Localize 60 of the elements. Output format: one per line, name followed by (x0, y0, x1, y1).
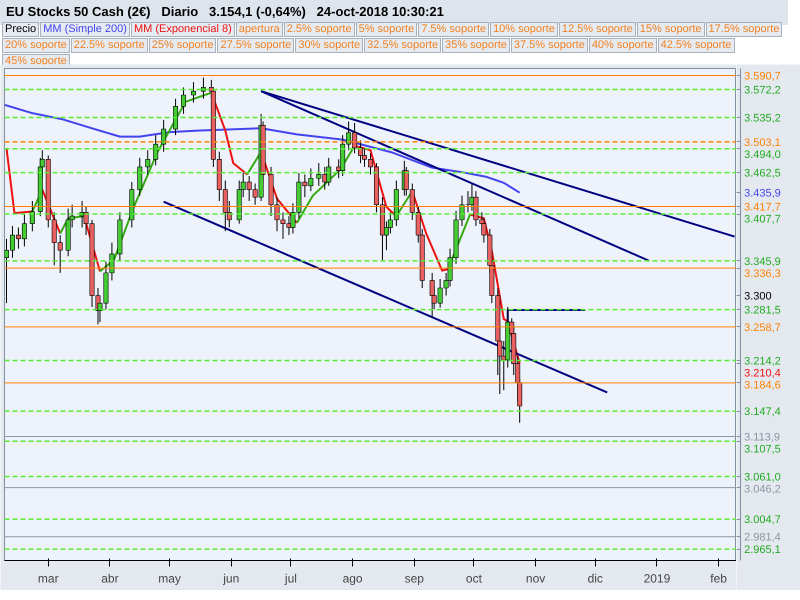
y-tick-label: 3.061,0 (744, 471, 781, 484)
y-tick-label: 3.046,2 (744, 483, 781, 496)
text: 5% soporte (356, 22, 418, 37)
x-tick-label: oct (466, 572, 483, 586)
text: 40% soporte (588, 38, 657, 53)
text: 42.5% soporte (658, 38, 735, 53)
y-tick-label: 3.535,2 (744, 112, 781, 125)
text: 25% soporte (148, 38, 216, 53)
x-tick-label: mar (38, 572, 59, 586)
y-tick-label: 3.214,2 (744, 356, 781, 368)
text: 45% soporte (2, 54, 70, 69)
y-tick-label: 3.407,7 (744, 213, 781, 226)
y-tick-label: 2.981,4 (744, 532, 781, 544)
y-tick-label: 3.300 (744, 290, 772, 303)
y-tick-label: 3.435,9 (744, 188, 781, 200)
y-tick-label: 3.494,0 (744, 148, 781, 161)
x-tick-label: ago (342, 572, 363, 586)
x-tick-label: abr (101, 572, 119, 586)
text: 35% soporte (442, 38, 510, 53)
text: MM (Exponencial 8) (130, 22, 235, 37)
y-tick-label: 3.462,5 (744, 168, 781, 180)
text: 2.5% soporte (284, 22, 355, 37)
text: 27.5% soporte (217, 38, 294, 53)
x-tick-label: jul (284, 572, 297, 586)
y-tick-label: 3.345,9 (744, 256, 781, 268)
text: 30% soporte (295, 38, 364, 53)
x-tick-label: sep (404, 572, 424, 586)
y-tick-label: 3.503,1 (744, 136, 781, 149)
text: 32.5% soporte (364, 38, 442, 53)
chart-title: EU Stocks 50 Cash (2€) Diario 3.154,1 (-0,64%) 24-oct-2018 10:30:21 (6, 4, 444, 19)
x-tick-label: may (158, 572, 181, 586)
y-tick-label: 2.965,1 (744, 544, 781, 556)
text: 37.5% soporte (510, 38, 588, 53)
text: apertura (236, 22, 283, 37)
x-tick-label: jun (222, 572, 240, 586)
x-tick-label: dic (588, 572, 603, 586)
y-tick-label: 3.184,6 (744, 380, 781, 392)
y-tick-label: 3.004,7 (744, 514, 781, 526)
y-tick-label: 3.113,9 (744, 431, 780, 444)
y-tick-label: 3.107,5 (744, 443, 781, 456)
y-tick-label: 3.210,4 (744, 368, 781, 380)
y-tick-label: 3.336,3 (744, 268, 781, 280)
text: 17.5% soporte (706, 22, 782, 37)
y-tick-label: 3.590,7 (744, 70, 781, 83)
y-tick-label: 3.147,4 (744, 406, 781, 418)
text: 10% soporte (490, 22, 558, 37)
text: MM (Simple 200) (40, 22, 130, 37)
x-tick-label: 2019 (644, 572, 671, 586)
y-tick-label: 3.572,2 (744, 84, 781, 97)
y-tick-label: 3.417,7 (744, 201, 781, 214)
text: 12.5% soporte (558, 22, 636, 37)
y-tick-label: 3.258,7 (744, 322, 781, 334)
x-tick-label: feb (710, 572, 728, 586)
text: 22.5% soporte (70, 38, 148, 53)
x-tick-label: nov (526, 572, 546, 586)
text: 15% soporte (636, 22, 705, 37)
text: 7.5% soporte (418, 22, 490, 37)
text: Precio (2, 22, 40, 37)
y-tick-label: 3.281,5 (744, 304, 781, 317)
text: 20% soporte (2, 38, 70, 53)
